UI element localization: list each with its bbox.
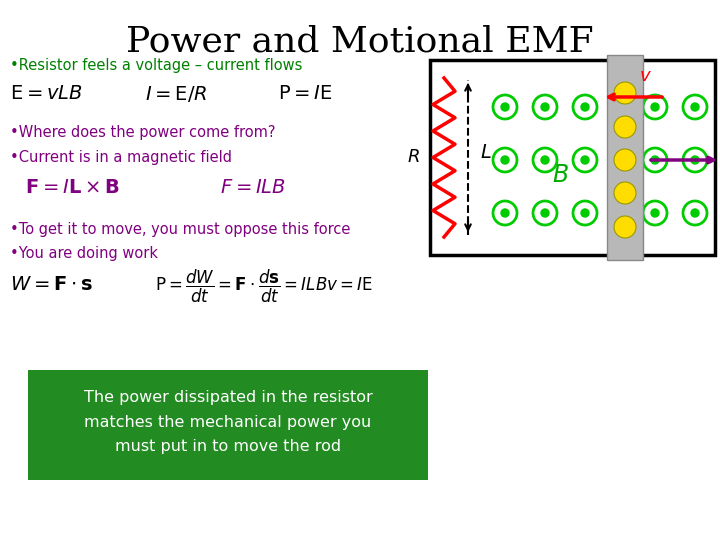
Circle shape: [691, 156, 699, 164]
Text: $\mathit{W} = \mathbf{F}\cdot\mathbf{s}$: $\mathit{W} = \mathbf{F}\cdot\mathbf{s}$: [10, 275, 93, 294]
Bar: [430, 60, 715, 255]
Text: $\mathrm{P} = \mathit{I}\mathrm{E}$: $\mathrm{P} = \mathit{I}\mathrm{E}$: [278, 84, 333, 103]
Circle shape: [541, 156, 549, 164]
Circle shape: [501, 103, 509, 111]
Circle shape: [614, 182, 636, 204]
Text: •Resistor feels a voltage – current flows: •Resistor feels a voltage – current flow…: [10, 58, 302, 73]
Text: •Current is in a magnetic field: •Current is in a magnetic field: [10, 150, 232, 165]
Circle shape: [581, 156, 589, 164]
Circle shape: [614, 82, 636, 104]
Text: $L$: $L$: [480, 143, 492, 162]
Circle shape: [614, 116, 636, 138]
Circle shape: [614, 149, 636, 171]
Circle shape: [501, 209, 509, 217]
Circle shape: [691, 209, 699, 217]
Bar: [607, 55, 643, 260]
Text: $\mathrm{P} = \dfrac{dW}{dt} = \mathbf{F}\cdot\dfrac{d\mathbf{s}}{dt} = \mathit{: $\mathrm{P} = \dfrac{dW}{dt} = \mathbf{F…: [155, 268, 373, 305]
Circle shape: [581, 209, 589, 217]
Text: $B$: $B$: [552, 163, 568, 187]
Text: $\mathit{I} = \mathrm{E}/\mathit{R}$: $\mathit{I} = \mathrm{E}/\mathit{R}$: [145, 84, 207, 104]
Circle shape: [614, 216, 636, 238]
Circle shape: [651, 209, 659, 217]
Text: $\mathrm{E} = v\mathit{LB}$: $\mathrm{E} = v\mathit{LB}$: [10, 84, 83, 103]
Text: $v$: $v$: [639, 67, 652, 85]
Circle shape: [501, 156, 509, 164]
Text: $R$: $R$: [408, 148, 420, 166]
Bar: [28, 370, 428, 480]
Circle shape: [651, 103, 659, 111]
Text: $\mathbf{F} = \mathit{I}\mathbf{L}\times\mathbf{B}$: $\mathbf{F} = \mathit{I}\mathbf{L}\times…: [25, 178, 120, 197]
Circle shape: [651, 156, 659, 164]
Text: The power dissipated in the resistor
matches the mechanical power you
must put i: The power dissipated in the resistor mat…: [84, 390, 372, 454]
Circle shape: [541, 209, 549, 217]
Circle shape: [581, 103, 589, 111]
Text: $\mathit{F} = \mathit{ILB}$: $\mathit{F} = \mathit{ILB}$: [220, 178, 286, 197]
Text: •You are doing work: •You are doing work: [10, 246, 158, 261]
Text: •Where does the power come from?: •Where does the power come from?: [10, 125, 276, 140]
Circle shape: [691, 103, 699, 111]
Circle shape: [541, 103, 549, 111]
Text: Power and Motional EMF: Power and Motional EMF: [126, 25, 594, 59]
Text: •To get it to move, you must oppose this force: •To get it to move, you must oppose this…: [10, 222, 351, 237]
